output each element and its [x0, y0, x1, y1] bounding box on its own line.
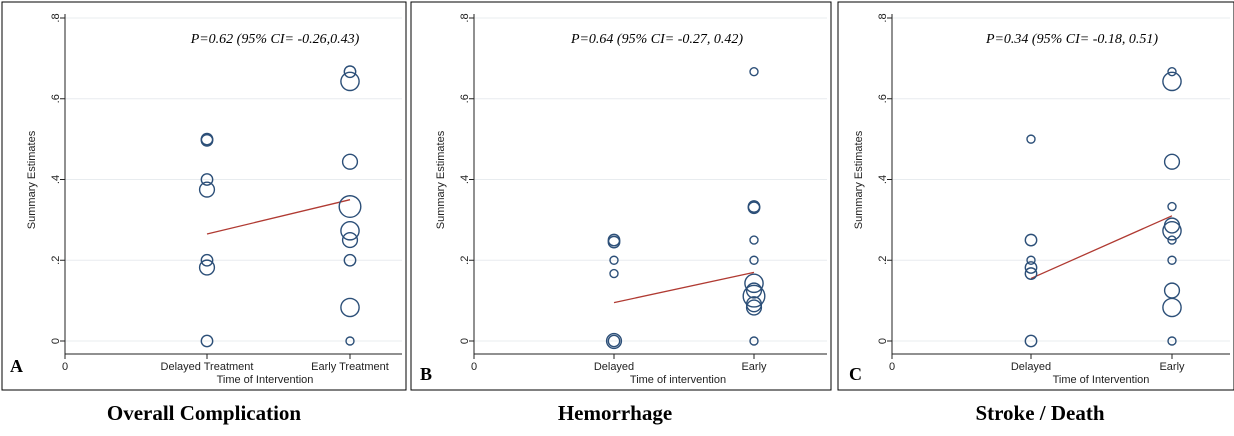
data-point	[343, 65, 357, 79]
y-tick-label: .8	[50, 13, 62, 22]
y-tick-label: .8	[459, 13, 471, 22]
data-point	[742, 284, 766, 308]
panel-letter: B	[420, 364, 432, 384]
data-point	[1024, 261, 1038, 274]
data-point	[1026, 255, 1036, 265]
x-tick-label: 0	[889, 361, 895, 373]
data-point	[198, 259, 216, 276]
y-tick-label: .8	[877, 13, 889, 22]
data-point	[341, 153, 359, 170]
data-point	[1167, 66, 1177, 77]
data-point	[1026, 134, 1036, 144]
p-value-annotation: P=0.62 (95% CI= -0.26,0.43)	[190, 32, 360, 47]
data-point	[749, 336, 759, 346]
data-point	[338, 195, 362, 219]
data-point	[1162, 71, 1182, 92]
data-point	[340, 71, 360, 92]
data-point	[747, 201, 761, 215]
y-tick-label: .6	[50, 94, 62, 103]
data-point	[1024, 334, 1038, 348]
panel-caption: Stroke / Death	[975, 401, 1104, 425]
data-point	[744, 273, 764, 294]
panel-caption: Overall Complication	[107, 401, 302, 425]
data-point	[1024, 267, 1038, 280]
data-point	[607, 235, 621, 249]
x-tick-label: 0	[471, 361, 477, 373]
panel-c: 0 .2 .4 .6 .8 0 Delayed Early Time of Interventi…	[837, 1, 1234, 425]
y-tick-label: .2	[459, 256, 471, 265]
p-value-annotation: P=0.64 (95% CI= -0.27, 0.42)	[570, 32, 743, 47]
panel-letter: C	[849, 364, 862, 384]
data-point	[200, 133, 214, 147]
fit-line	[613, 271, 755, 304]
x-tick-label: 0	[62, 361, 68, 373]
x-axis-title: Time of Intervention	[1053, 374, 1150, 386]
data-point	[345, 336, 355, 346]
data-point	[200, 173, 214, 186]
y-axis-title: Summary Estimates	[26, 130, 38, 229]
x-axis-title: Time of Intervention	[217, 374, 314, 386]
data-point	[1162, 220, 1182, 241]
data-point	[745, 299, 763, 316]
x-tick-label: Delayed	[594, 361, 634, 373]
data-point	[605, 332, 623, 350]
data-point	[745, 282, 763, 299]
data-point	[749, 66, 759, 77]
panel-letter: A	[10, 356, 23, 376]
data-point	[200, 334, 214, 348]
data-point	[198, 181, 216, 198]
y-tick-label: .4	[877, 175, 889, 184]
x-tick-label: Early Treatment	[311, 361, 389, 373]
panel-a: 0 .2 .4 .6 .8 0 Delayed Treatment Early Treatme…	[1, 1, 407, 425]
data-point	[340, 220, 360, 241]
panel-frame	[837, 1, 1234, 391]
y-tick-label: .6	[459, 94, 471, 103]
panel-frame	[410, 1, 832, 391]
x-tick-label: Early	[741, 361, 767, 373]
y-tick-label: .4	[50, 175, 62, 184]
x-axis-title: Time of intervention	[630, 374, 726, 386]
data-point	[1163, 153, 1181, 170]
fit-line	[1030, 215, 1173, 280]
y-tick-label: .4	[459, 175, 471, 184]
data-point	[341, 231, 359, 249]
data-point	[200, 253, 214, 267]
panel-caption: Hemorrhage	[558, 401, 672, 425]
x-tick-label: Delayed	[1011, 361, 1051, 373]
data-point	[609, 268, 619, 279]
data-point	[1167, 255, 1177, 265]
y-axis-title: Summary Estimates	[853, 130, 865, 229]
y-tick-label: 0	[459, 338, 471, 344]
data-point	[1167, 201, 1177, 212]
data-point	[609, 255, 619, 265]
x-tick-label: Early	[1159, 361, 1185, 373]
y-axis-title: Summary Estimates	[435, 130, 447, 229]
x-tick-label: Delayed Treatment	[161, 361, 254, 373]
data-point	[749, 255, 759, 265]
p-value-annotation: P=0.34 (95% CI= -0.18, 0.51)	[985, 32, 1158, 47]
fit-line	[206, 199, 351, 235]
panel-b: 0 .2 .4 .6 .8 0 Delayed Early Time of interventi…	[410, 1, 832, 425]
y-tick-label: .2	[877, 256, 889, 265]
y-tick-label: 0	[877, 338, 889, 344]
y-tick-label: .2	[50, 256, 62, 265]
data-point	[1167, 336, 1177, 346]
data-point	[607, 334, 621, 348]
data-point	[1162, 297, 1182, 318]
y-tick-label: .6	[877, 94, 889, 103]
data-point	[749, 235, 759, 245]
y-tick-label: 0	[50, 338, 62, 344]
data-point	[1167, 235, 1177, 245]
data-point	[340, 297, 360, 318]
data-point	[1024, 233, 1038, 247]
data-point	[343, 253, 357, 267]
